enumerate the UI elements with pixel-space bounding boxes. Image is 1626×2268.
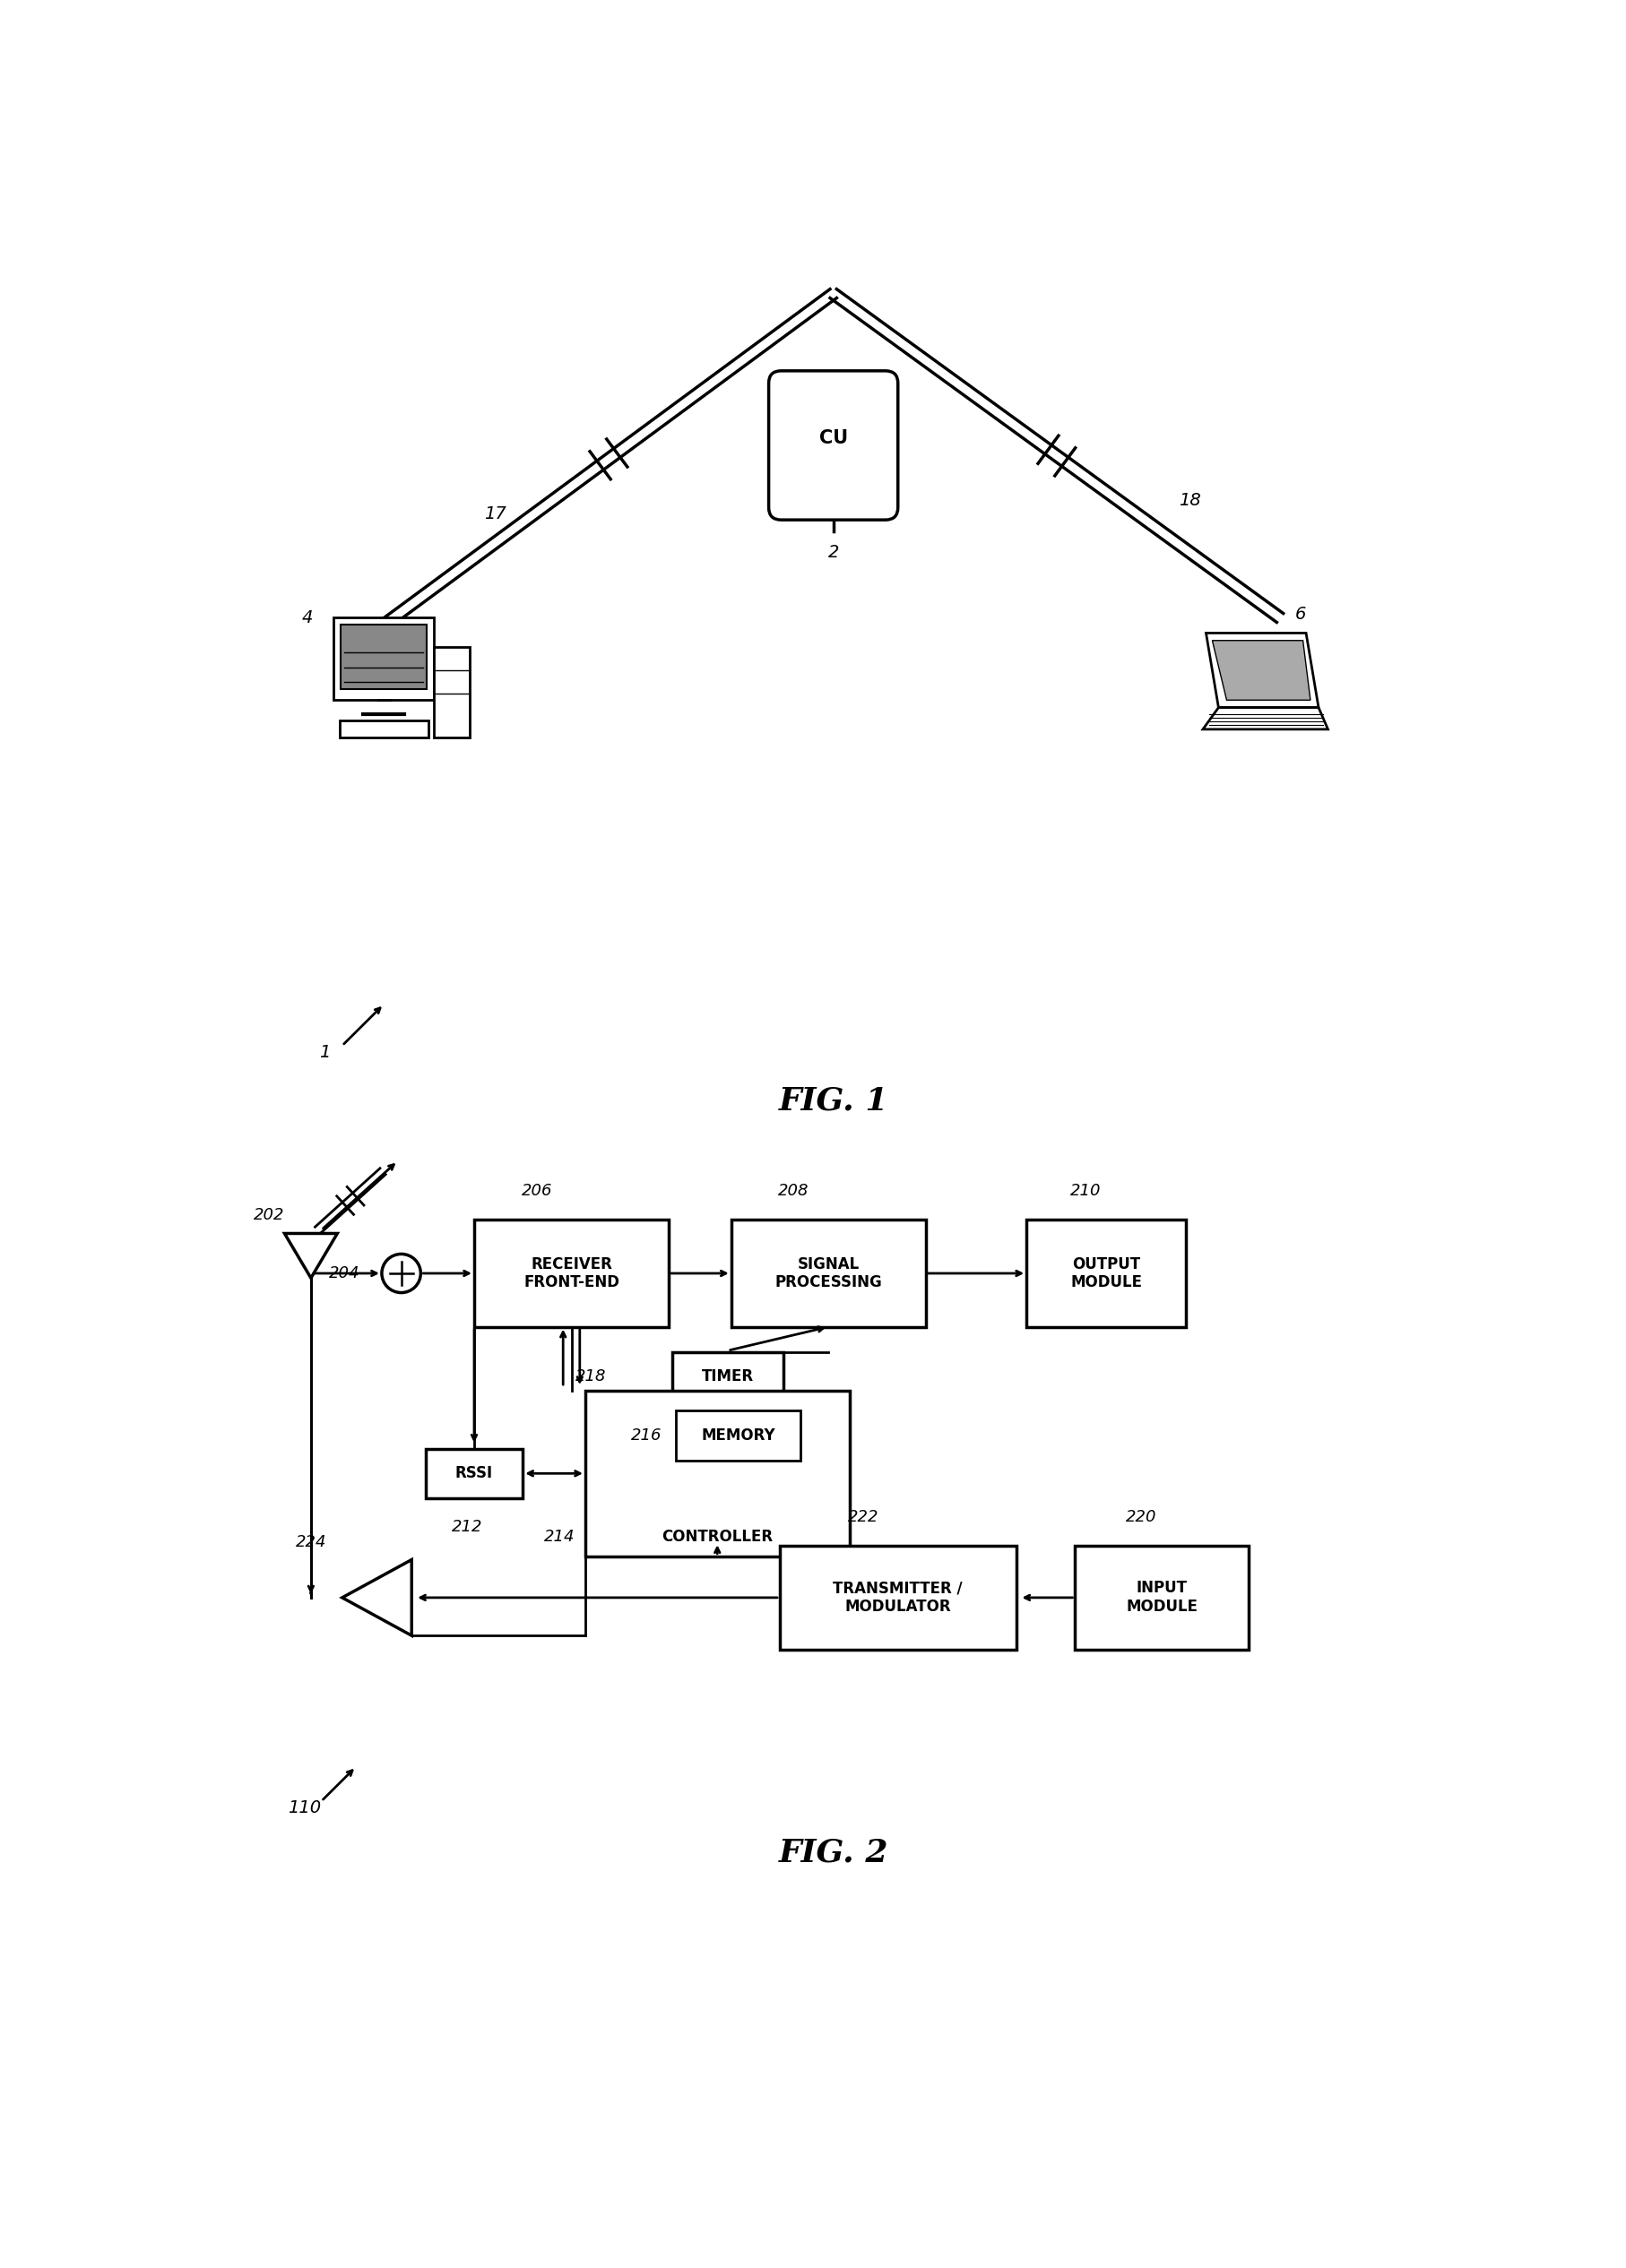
Text: 212: 212 [452, 1520, 483, 1535]
Bar [475, 1220, 668, 1327]
Text: MEMORY: MEMORY [701, 1427, 776, 1442]
Circle shape [382, 1254, 421, 1293]
Bar [676, 1411, 800, 1461]
Text: 218: 218 [576, 1370, 606, 1386]
Text: 222: 222 [847, 1508, 878, 1524]
Bar [672, 1352, 784, 1402]
Bar [333, 617, 434, 699]
Bar [340, 721, 428, 737]
Bar [434, 646, 470, 737]
Text: FIG. 2: FIG. 2 [779, 1837, 888, 1869]
Text: CU: CU [820, 429, 847, 447]
Bar [585, 1390, 849, 1556]
Text: 202: 202 [254, 1207, 285, 1222]
Polygon shape [1213, 640, 1311, 701]
Text: OUTPUT
MODULE: OUTPUT MODULE [1070, 1256, 1141, 1290]
FancyBboxPatch shape [769, 372, 898, 519]
Text: CONTROLLER: CONTROLLER [662, 1529, 772, 1545]
Bar [780, 1547, 1016, 1649]
Text: TRANSMITTER /
MODULATOR: TRANSMITTER / MODULATOR [833, 1581, 963, 1615]
Text: INPUT
MODULE: INPUT MODULE [1127, 1581, 1198, 1615]
Text: 1: 1 [319, 1043, 330, 1061]
Text: FIG. 1: FIG. 1 [779, 1086, 888, 1116]
Text: 110: 110 [288, 1799, 320, 1817]
Text: 206: 206 [522, 1184, 553, 1200]
Bar [732, 1220, 925, 1327]
Text: TIMER: TIMER [702, 1370, 754, 1386]
Text: 17: 17 [485, 506, 506, 524]
Text: RECEIVER
FRONT-END: RECEIVER FRONT-END [524, 1256, 620, 1290]
Text: 214: 214 [545, 1529, 576, 1545]
Text: RSSI: RSSI [455, 1465, 493, 1481]
Polygon shape [341, 1560, 411, 1635]
Bar [426, 1449, 524, 1499]
Text: 208: 208 [779, 1184, 810, 1200]
Text: 18: 18 [1179, 492, 1200, 508]
Bar [1026, 1220, 1187, 1327]
Text: 2: 2 [828, 544, 839, 560]
Polygon shape [285, 1234, 337, 1279]
Text: 6: 6 [1296, 606, 1306, 624]
Polygon shape [1206, 633, 1319, 708]
Polygon shape [1203, 708, 1328, 730]
Text: 216: 216 [631, 1427, 662, 1442]
Bar [1075, 1547, 1249, 1649]
Text: SIGNAL
PROCESSING: SIGNAL PROCESSING [776, 1256, 883, 1290]
Text: 4: 4 [302, 610, 312, 626]
Text: 220: 220 [1125, 1508, 1156, 1524]
Text: 210: 210 [1070, 1184, 1101, 1200]
Text: 204: 204 [328, 1266, 359, 1281]
Text: 224: 224 [296, 1535, 327, 1551]
Bar [341, 624, 428, 689]
